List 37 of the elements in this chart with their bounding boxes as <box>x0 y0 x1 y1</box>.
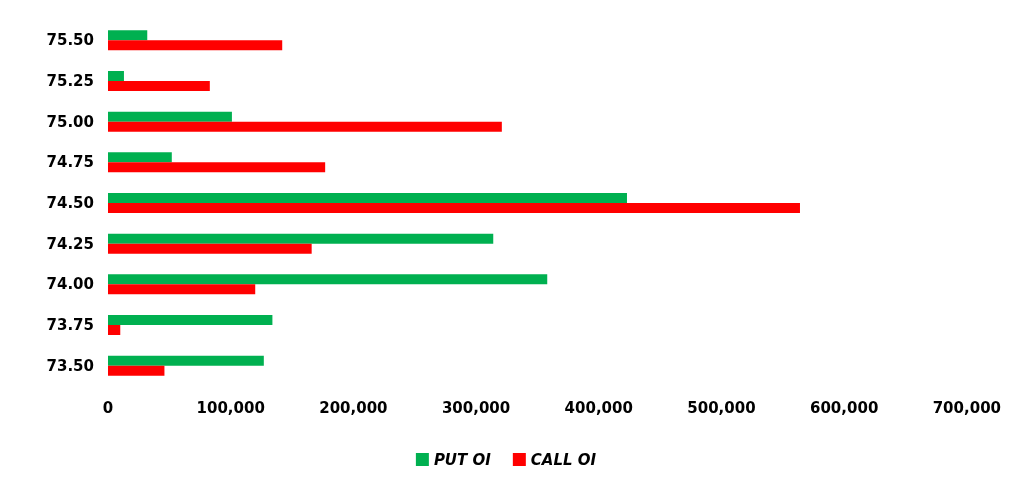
bar <box>108 355 264 366</box>
x-tick-label: 200,000 <box>319 398 388 417</box>
y-tick-label: 74.00 <box>46 275 94 294</box>
y-tick-label: 73.50 <box>46 356 94 375</box>
bar <box>108 152 172 163</box>
bar <box>108 40 283 51</box>
y-tick-label: 74.25 <box>46 234 94 253</box>
bar <box>108 121 502 132</box>
y-tick-label: 74.50 <box>46 194 94 212</box>
bar <box>108 30 148 41</box>
bar <box>108 274 548 285</box>
legend-label: PUT OI <box>433 450 492 469</box>
y-tick-label: 75.00 <box>46 112 94 131</box>
y-tick-label: 75.50 <box>46 31 94 50</box>
x-tick-label: 300,000 <box>441 398 511 417</box>
bar <box>108 111 232 122</box>
bar <box>108 365 165 376</box>
bar <box>108 284 256 295</box>
bar <box>108 243 312 254</box>
y-tick-label: 74.75 <box>46 153 94 172</box>
bar <box>108 71 124 81</box>
bar <box>108 325 121 335</box>
bar <box>108 81 210 91</box>
y-tick-label: 75.25 <box>46 72 94 90</box>
y-tick-label: 73.75 <box>46 316 94 334</box>
bar <box>108 193 627 203</box>
bar <box>108 315 273 325</box>
x-tick-label: 500,000 <box>687 398 756 417</box>
x-tick-label: 700,000 <box>932 398 1001 417</box>
bar <box>108 233 494 244</box>
x-tick-label: 100,000 <box>196 398 265 417</box>
bar <box>108 203 800 213</box>
x-tick-label: 600,000 <box>809 398 879 417</box>
x-tick-label: 400,000 <box>564 398 633 417</box>
x-tick-label: 0 <box>102 398 114 417</box>
legend-label: CALL OI <box>530 450 597 469</box>
bar <box>108 162 326 173</box>
